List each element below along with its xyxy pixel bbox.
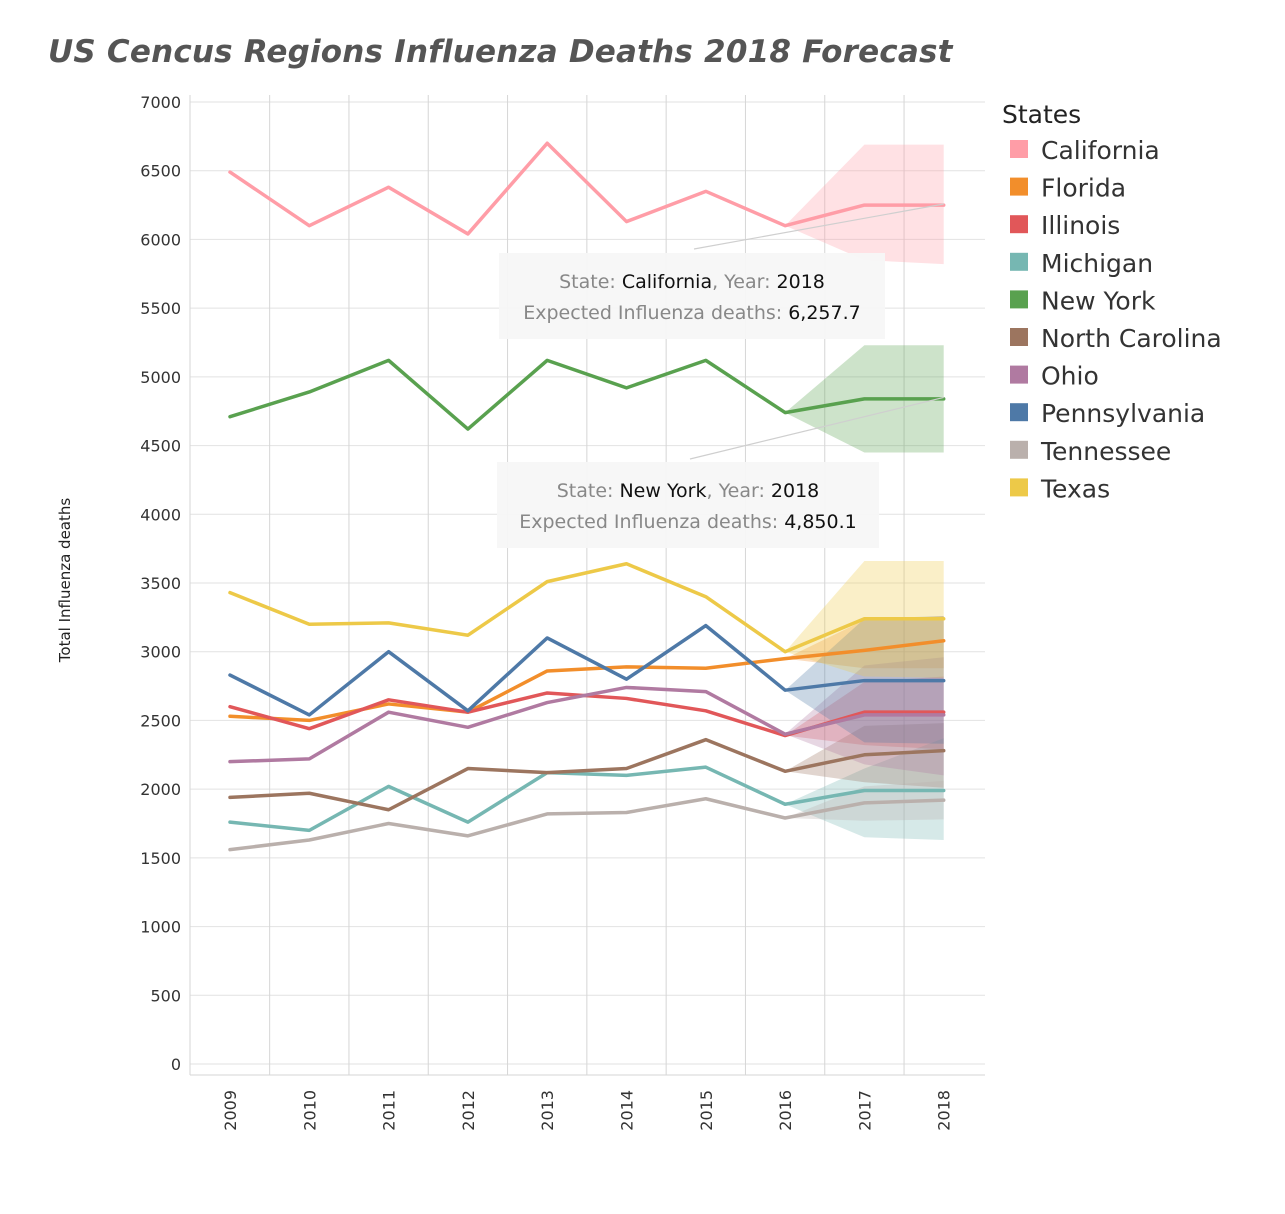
legend-title: States	[1002, 100, 1081, 129]
legend-label: Florida	[1041, 174, 1126, 203]
legend-label: New York	[1041, 286, 1156, 315]
y-tick-label: 3000	[140, 643, 181, 662]
legend-swatch	[1010, 328, 1028, 346]
axes: 0 500 1000 1500 2000 2500 3000 3500 4000 4500 5000…	[56, 93, 985, 1131]
legend-swatch	[1010, 403, 1028, 422]
legend-label: North Carolina	[1041, 324, 1222, 353]
tooltip-box	[497, 462, 879, 548]
x-tick-label-2015: 2015	[697, 1090, 716, 1131]
x-tick-label-2010: 2010	[300, 1090, 319, 1131]
series-lines	[228, 141, 946, 852]
legend-swatch	[1010, 140, 1028, 158]
chart-title: US Cencus Regions Influenza Deaths 2018 …	[48, 34, 953, 70]
x-tick-label-2017: 2017	[855, 1090, 874, 1131]
x-tick-label-2018: 2018	[935, 1090, 954, 1131]
x-tick-label-2009: 2009	[221, 1090, 240, 1131]
legend-item-new-york[interactable]: New York	[1010, 286, 1156, 315]
y-tick-label: 1000	[140, 918, 181, 937]
tooltip-line-2: Expected Influenza deaths: 4,850.1	[519, 511, 856, 533]
tooltip-connector	[689, 396, 944, 460]
y-tick-label: 4500	[140, 437, 181, 456]
x-tick-label-2016: 2016	[776, 1090, 795, 1131]
tooltips: State: California, Year: 2018 Expected In…	[497, 203, 944, 548]
y-tick-label: 1500	[140, 849, 181, 868]
series-line-california[interactable]	[228, 141, 946, 236]
x-tick-label-2013: 2013	[538, 1090, 557, 1131]
series-line-ohio[interactable]	[228, 685, 946, 764]
series-line-tennessee[interactable]	[228, 797, 946, 852]
series-line-north-carolina[interactable]	[228, 737, 946, 812]
y-tick-label: 3500	[140, 574, 181, 593]
series-line-new-york[interactable]	[228, 358, 946, 431]
legend-label: Texas	[1040, 474, 1110, 503]
y-tick-label: 2500	[140, 711, 181, 730]
legend-swatch	[1010, 215, 1028, 234]
legend-label: Tennessee	[1040, 437, 1171, 466]
legend-item-michigan[interactable]: Michigan	[1010, 249, 1153, 278]
tooltip-box	[499, 253, 885, 339]
legend-item-tennessee[interactable]: Tennessee	[1010, 437, 1171, 466]
legend-item-illinois[interactable]: Illinois	[1010, 211, 1120, 240]
x-tick-label-2011: 2011	[380, 1090, 399, 1131]
y-tick-label: 6000	[140, 230, 181, 249]
x-tick-label-2014: 2014	[618, 1090, 637, 1131]
legend-label: Ohio	[1041, 362, 1099, 391]
legend-item-north-carolina[interactable]: North Carolina	[1010, 324, 1222, 353]
legend-item-pennsylvania[interactable]: Pennsylvania	[1010, 399, 1205, 428]
legend-swatch	[1010, 365, 1028, 384]
series-line-michigan[interactable]	[228, 765, 946, 833]
legend-swatch	[1010, 252, 1028, 271]
y-tick-label: 7000	[140, 93, 181, 112]
legend-swatch	[1010, 478, 1028, 497]
y-tick-label: 4000	[140, 505, 181, 524]
tooltip-connector	[693, 203, 944, 250]
legend-swatch	[1010, 440, 1028, 459]
tooltip-line-1: State: California, Year: 2018	[559, 271, 825, 293]
legend-label: Michigan	[1041, 249, 1153, 278]
series-line-texas[interactable]	[228, 562, 946, 654]
y-tick-label: 0	[171, 1055, 181, 1074]
tooltip-new-york: State: New York, Year: 2018 Expected Infl…	[497, 396, 944, 548]
legend: States California Florida Illinois Michigan N…	[1002, 100, 1222, 503]
legend-item-texas[interactable]: Texas	[1010, 474, 1110, 503]
legend-swatch	[1010, 177, 1028, 196]
tooltip-california: State: California, Year: 2018 Expected In…	[499, 203, 944, 339]
series-line-pennsylvania[interactable]	[228, 623, 946, 717]
y-tick-label: 500	[150, 986, 181, 1005]
tooltip-line-2: Expected Influenza deaths: 6,257.7	[523, 302, 860, 324]
legend-swatch	[1010, 290, 1028, 309]
legend-label: California	[1041, 136, 1160, 165]
legend-label: Illinois	[1041, 211, 1120, 240]
y-tick-label: 5000	[140, 368, 181, 387]
y-tick-label: 2000	[140, 780, 181, 799]
grid	[190, 95, 985, 1075]
legend-label: Pennsylvania	[1041, 399, 1205, 428]
legend-item-florida[interactable]: Florida	[1010, 174, 1126, 203]
legend-item-california[interactable]: California	[1010, 136, 1160, 165]
y-tick-label: 6500	[140, 162, 181, 181]
y-axis-label: Total Influenza deaths	[56, 498, 74, 664]
x-tick-label-2012: 2012	[459, 1090, 478, 1131]
series-line-florida[interactable]	[228, 638, 946, 723]
y-tick-label: 5500	[140, 299, 181, 318]
tooltip-line-1: State: New York, Year: 2018	[557, 480, 820, 502]
legend-item-ohio[interactable]: Ohio	[1010, 362, 1099, 391]
